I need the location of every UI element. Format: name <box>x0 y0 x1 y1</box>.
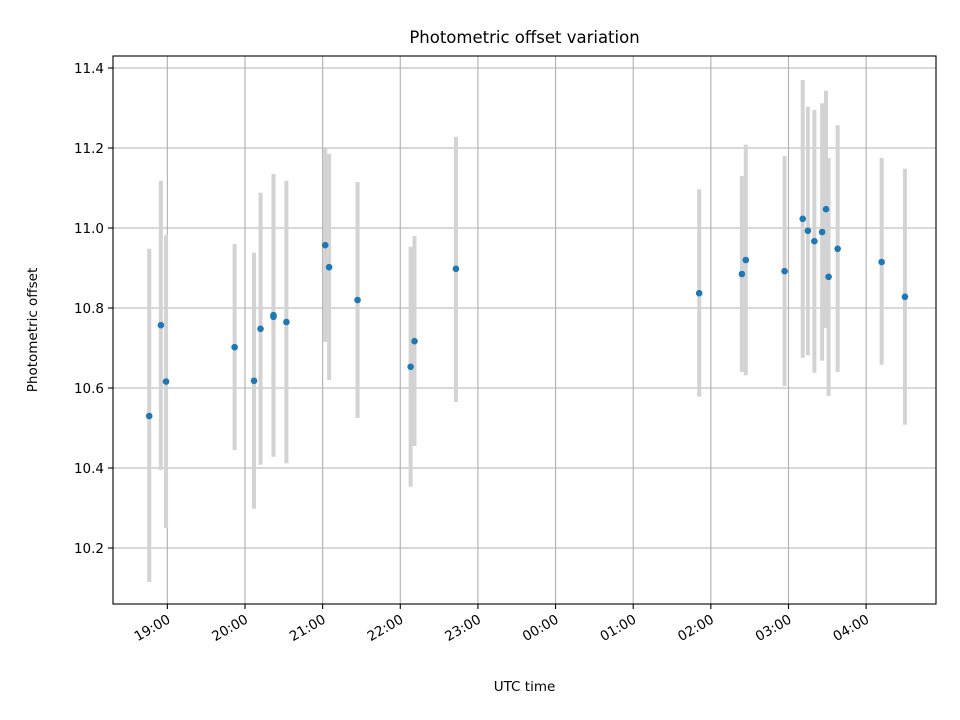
grid <box>113 56 936 604</box>
x-tick-label: 00:00 <box>520 612 562 645</box>
y-tick-label: 11.2 <box>74 141 104 157</box>
data-point <box>738 270 746 278</box>
data-point <box>804 227 812 235</box>
data-point <box>407 363 414 371</box>
x-tick-label: 03:00 <box>753 612 795 645</box>
data-point <box>145 412 153 420</box>
data-point <box>231 343 238 351</box>
data-point <box>157 321 165 329</box>
data-point <box>283 318 290 326</box>
y-tick-label: 10.2 <box>74 541 104 557</box>
data-point <box>825 273 832 281</box>
x-axis-label: UTC time <box>494 679 556 695</box>
data-point <box>452 265 460 273</box>
data-point <box>411 337 418 345</box>
chart-title: Photometric offset variation <box>409 28 639 47</box>
data-point <box>822 205 830 213</box>
x-tick-label: 01:00 <box>598 612 640 645</box>
data-point <box>695 289 703 297</box>
y-axis-ticks: 10.2 10.4 10.6 10.8 11.0 11.2 11.4 <box>74 61 113 557</box>
y-tick-label: 10.4 <box>74 461 104 477</box>
data-point <box>325 263 333 271</box>
x-tick-label: 20:00 <box>209 612 251 645</box>
x-axis-ticks: 19:00 20:00 21:00 22:00 23:00 00:00 01:00 02:00… <box>132 604 872 645</box>
data-point <box>811 237 818 245</box>
data-point <box>781 267 788 275</box>
x-tick-label: 23:00 <box>442 612 484 645</box>
data-point <box>878 258 885 266</box>
y-tick-label: 10.6 <box>74 381 104 397</box>
data-points <box>145 205 909 420</box>
data-point <box>742 256 750 264</box>
data-point <box>818 228 826 236</box>
plot-frame <box>112 55 937 605</box>
data-point <box>162 378 170 385</box>
x-tick-label: 04:00 <box>830 612 872 645</box>
x-tick-label: 02:00 <box>675 612 717 645</box>
data-point <box>257 325 264 333</box>
data-point <box>250 377 258 385</box>
x-tick-label: 22:00 <box>365 612 407 645</box>
data-point <box>901 293 909 301</box>
y-tick-label: 10.8 <box>74 301 104 317</box>
x-tick-label: 21:00 <box>287 612 329 645</box>
data-point <box>321 241 329 249</box>
y-axis-label: Photometric offset <box>25 268 41 392</box>
data-point <box>834 245 841 253</box>
data-point <box>799 215 807 223</box>
x-tick-label: 19:00 <box>132 612 174 645</box>
data-point <box>270 313 277 321</box>
y-tick-label: 11.4 <box>74 61 104 77</box>
data-point <box>354 296 361 304</box>
y-tick-label: 11.0 <box>74 221 104 237</box>
